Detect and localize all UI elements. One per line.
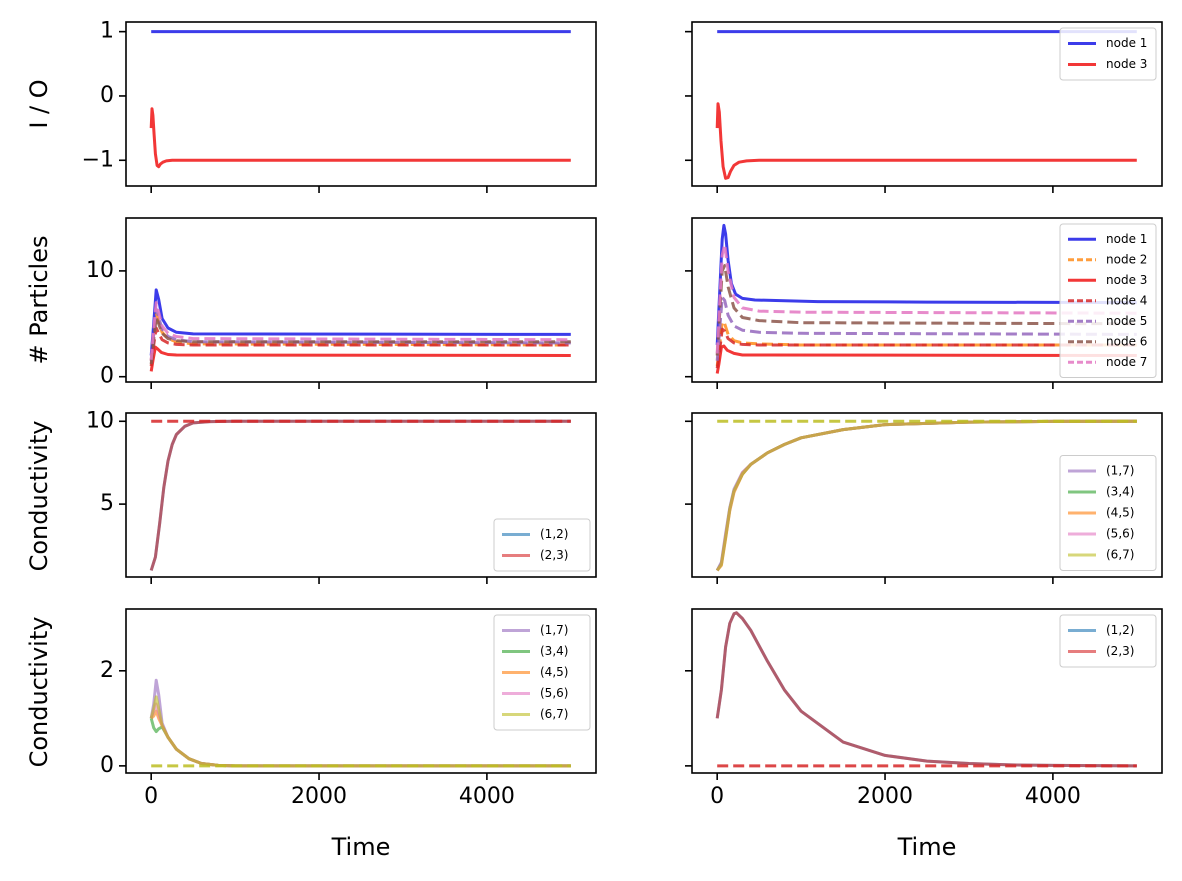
y-tick-label: 2	[100, 658, 114, 683]
y-tick-label: 5	[100, 491, 114, 516]
legend-box	[493, 614, 591, 731]
legend-label: (6,7)	[1106, 548, 1134, 562]
axes-frame	[691, 608, 1163, 774]
series-group	[149, 288, 571, 372]
ylabel-row-0: I / O	[25, 79, 53, 128]
legend-label: (1,2)	[540, 527, 568, 541]
axes-frame	[125, 412, 597, 578]
series-group	[149, 30, 571, 169]
legend-label: node 1	[1106, 36, 1147, 50]
series-group	[715, 419, 1137, 572]
series-line--6-7-	[715, 419, 1137, 572]
ylabel-row-1: # Particles	[25, 236, 53, 365]
legend: (1,2) (2,3)	[1059, 614, 1157, 668]
subplot-p21: (1,7) (3,4) (4,5) (5,6) (6,7)	[685, 412, 1163, 584]
legend-label: (1,7)	[1106, 464, 1134, 478]
legend: node 1 node 2 node 3 node 4 node 5 node 6 node…	[1059, 223, 1157, 378]
subplot-p31: 0 2000 4000 (1,2) (2,3)	[685, 608, 1163, 809]
series-line-node-4	[715, 327, 1137, 369]
legend: (1,7) (3,4) (4,5) (5,6) (6,7)	[493, 614, 591, 731]
subplot-p11: node 1 node 2 node 3 node 4 node 5 node 6 node…	[685, 217, 1163, 389]
legend-box	[1059, 223, 1157, 378]
x-tick-label: 4000	[459, 784, 515, 809]
series-line-node-3	[149, 107, 571, 169]
x-tick-label: 4000	[1025, 784, 1081, 809]
legend: (1,2) (2,3)	[493, 518, 591, 572]
series-group	[715, 223, 1137, 374]
y-tick-label: 0	[100, 83, 114, 108]
legend-box	[1059, 27, 1157, 81]
axes-frame	[691, 21, 1163, 187]
x-tick-label: 0	[144, 784, 158, 809]
series-line-node-3	[715, 102, 1137, 180]
y-tick-label: 1	[100, 19, 114, 44]
ylabel-row-2: Conductivity	[25, 421, 53, 572]
legend-label: (3,4)	[540, 644, 568, 658]
series-line-node-7	[715, 243, 1137, 354]
series-group	[149, 678, 571, 768]
axes-frame	[125, 217, 597, 383]
legend-label: node 3	[1106, 273, 1147, 287]
legend-label: (6,7)	[540, 707, 568, 721]
legend-label: node 6	[1106, 334, 1147, 348]
legend-box	[1059, 614, 1157, 668]
series-line--2-3-	[149, 419, 571, 571]
legend-label: (1,2)	[1106, 623, 1134, 637]
legend-box	[493, 518, 591, 572]
legend-label: node 3	[1106, 57, 1147, 71]
subplot-p30: 0 2000 4000 0 2 (1,7) (3,4) (4,5) (5,6) (6,7)	[100, 608, 597, 809]
legend-label: (1,7)	[540, 623, 568, 637]
figure-labels: I / O # Particles Conductivity Conductiv…	[25, 79, 956, 861]
series-group	[715, 611, 1137, 768]
legend-label: (4,5)	[1106, 506, 1134, 520]
subplot-p01: node 1 node 3	[685, 21, 1163, 193]
legend-label: node 4	[1106, 293, 1147, 307]
series-line-node-7	[149, 301, 571, 360]
legend-label: (5,6)	[1106, 527, 1134, 541]
series-line-node-6	[715, 264, 1137, 356]
series-line-node-3	[149, 345, 571, 372]
subplot-p10: 0 10	[86, 217, 597, 389]
x-tick-label: 2000	[857, 784, 913, 809]
y-tick-label: 10	[86, 408, 114, 433]
series-group	[149, 419, 571, 571]
y-tick-label: 10	[86, 258, 114, 283]
ylabel-row-3: Conductivity	[25, 617, 53, 768]
legend-label: (2,3)	[540, 548, 568, 562]
xlabel-right: Time	[897, 833, 957, 861]
legend-box	[1059, 455, 1157, 571]
y-tick-label: 0	[100, 753, 114, 778]
legend-label: node 2	[1106, 252, 1147, 266]
axes-frame	[125, 608, 597, 774]
series-line-node-5	[715, 295, 1137, 361]
subplot-p00: −1 0 1	[82, 19, 597, 193]
axes-frame	[125, 21, 597, 187]
legend-label: node 5	[1106, 314, 1147, 328]
x-tick-label: 0	[710, 784, 724, 809]
legend-label: (5,6)	[540, 686, 568, 700]
legend-label: node 7	[1106, 355, 1147, 369]
legend-label: node 1	[1106, 232, 1147, 246]
xlabel-left: Time	[331, 833, 391, 861]
legend: (1,7) (3,4) (4,5) (5,6) (6,7)	[1059, 455, 1157, 571]
y-tick-label: 0	[100, 364, 114, 389]
legend: node 1 node 3	[1059, 27, 1157, 81]
axes-frame	[691, 217, 1163, 383]
subplot-p20: 5 10 (1,2) (2,3)	[86, 408, 597, 584]
x-tick-label: 2000	[291, 784, 347, 809]
series-line-node-6	[149, 316, 571, 365]
legend-label: (3,4)	[1106, 485, 1134, 499]
y-tick-label: −1	[82, 147, 114, 172]
legend-label: (4,5)	[540, 665, 568, 679]
axes-frame	[691, 412, 1163, 578]
legend-label: (2,3)	[1106, 644, 1134, 658]
